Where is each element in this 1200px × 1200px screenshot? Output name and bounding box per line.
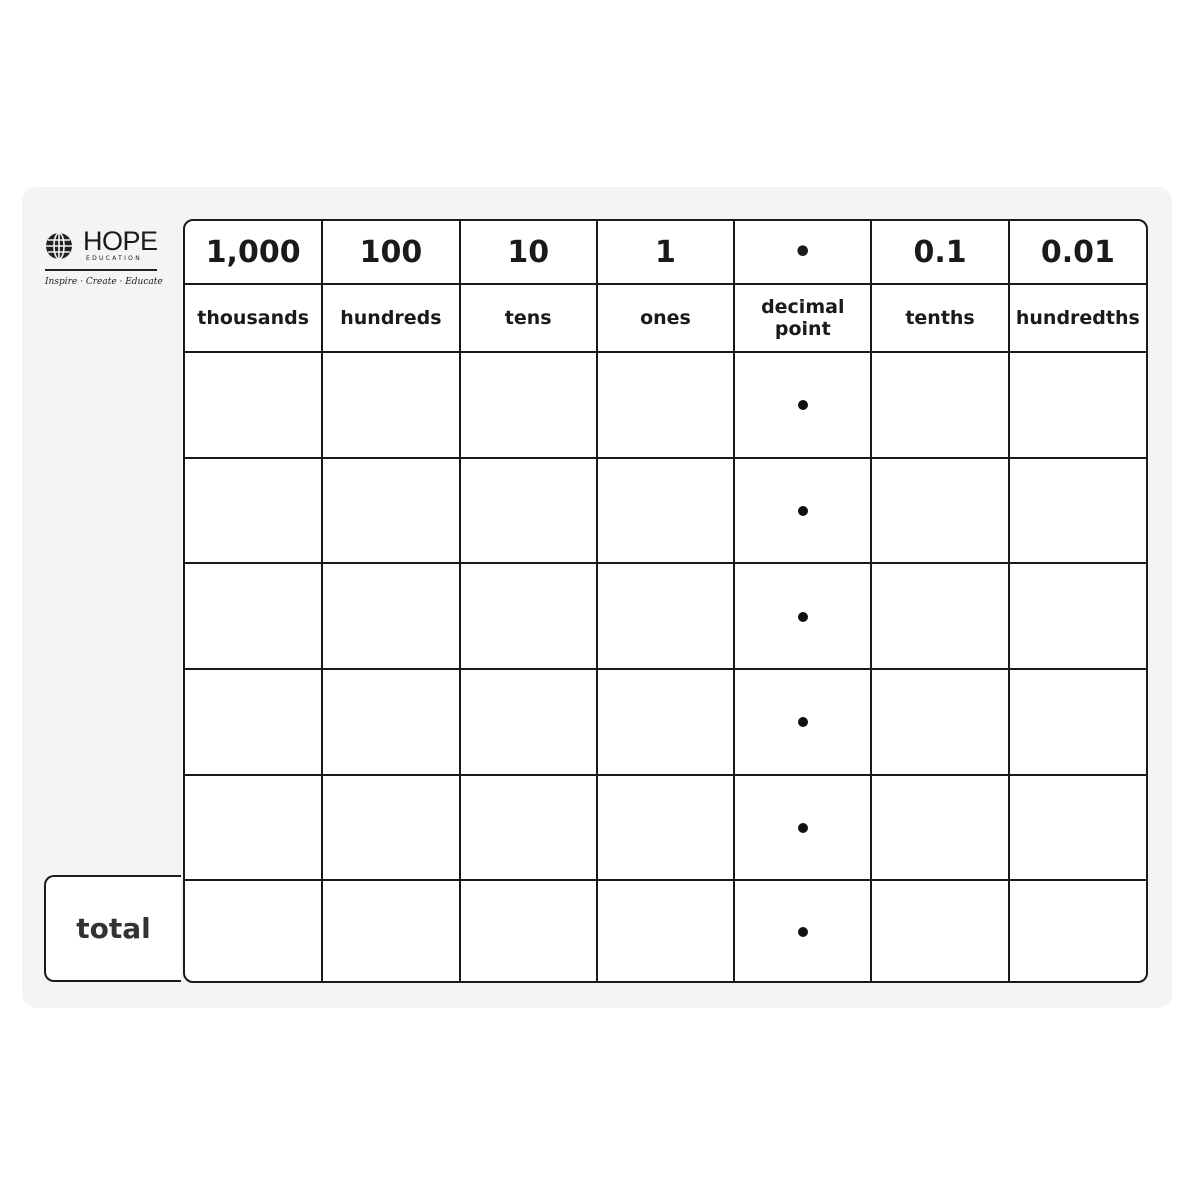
cell-hundredths[interactable]	[1007, 562, 1146, 671]
cell-tens[interactable]	[458, 668, 598, 776]
logo-tagline: Inspire · Create · Educate	[45, 277, 163, 287]
logo-sub: EDUCATION	[86, 255, 142, 262]
globe-icon	[46, 232, 72, 260]
cell-tenths[interactable]	[870, 456, 1010, 565]
cell-hundreds[interactable]	[321, 879, 461, 981]
cell-tenths[interactable]	[870, 562, 1010, 671]
cell-thousands[interactable]	[185, 456, 324, 565]
cell-ones[interactable]	[595, 668, 736, 776]
header-value-hundredths: 0.01	[1007, 221, 1146, 285]
cell-tenths[interactable]	[870, 668, 1010, 776]
header-value-tens: 10	[458, 221, 598, 285]
header-name-hundreds: hundreds	[321, 283, 461, 353]
decimal-dot-icon	[797, 611, 808, 622]
cell-tenths[interactable]	[870, 351, 1010, 459]
header-value-thousands: 1,000	[185, 221, 324, 285]
cell-thousands[interactable]	[185, 879, 324, 981]
name-row: thousands hundreds tens ones decimal poi…	[185, 283, 1146, 353]
decimal-dot-icon	[797, 400, 808, 411]
entry-row	[185, 562, 1146, 671]
cell-ones[interactable]	[595, 773, 736, 882]
cell-thousands[interactable]	[185, 668, 324, 776]
header-name-decimal-point: decimal point	[733, 283, 873, 353]
header-name-hundredths: hundredths	[1007, 283, 1146, 353]
cell-decimal-point[interactable]	[733, 879, 873, 981]
header-name-tenths: tenths	[870, 283, 1010, 353]
total-row	[185, 879, 1146, 981]
cell-hundreds[interactable]	[321, 351, 461, 459]
header-value-hundreds: 100	[321, 221, 461, 285]
cell-hundreds[interactable]	[321, 456, 461, 565]
value-row: 1,000 100 10 1 • 0.1 0.01	[185, 221, 1146, 285]
header-value-tenths: 0.1	[870, 221, 1010, 285]
cell-tens[interactable]	[458, 456, 598, 565]
cell-ones[interactable]	[595, 456, 736, 565]
header-name-tens: tens	[458, 283, 598, 353]
header-name-ones: ones	[595, 283, 736, 353]
cell-ones[interactable]	[595, 562, 736, 671]
decimal-dot-icon	[797, 506, 808, 516]
header-value-ones: 1	[595, 221, 736, 285]
entry-row	[185, 351, 1146, 459]
cell-tens[interactable]	[458, 773, 598, 882]
cell-thousands[interactable]	[185, 773, 324, 882]
header-value-decimal-point: •	[733, 221, 873, 285]
entry-row	[185, 773, 1146, 882]
cell-hundredths[interactable]	[1007, 773, 1146, 882]
cell-decimal-point[interactable]	[733, 668, 873, 776]
cell-ones[interactable]	[595, 879, 736, 981]
entry-row	[185, 668, 1146, 776]
cell-hundredths[interactable]	[1007, 456, 1146, 565]
cell-thousands[interactable]	[185, 351, 324, 459]
logo-brand: HOPE	[83, 226, 158, 256]
total-label: total	[44, 875, 181, 982]
logo-divider	[45, 269, 157, 271]
cell-thousands[interactable]	[185, 562, 324, 671]
header-name-thousands: thousands	[185, 283, 324, 353]
decimal-dot-icon	[797, 823, 808, 834]
place-value-grid: 1,000 100 10 1 • 0.1 0.01 thousands hund…	[183, 219, 1148, 983]
cell-decimal-point[interactable]	[733, 456, 873, 565]
cell-ones[interactable]	[595, 351, 736, 459]
decimal-dot-icon	[797, 926, 808, 937]
cell-tens[interactable]	[458, 562, 598, 671]
decimal-dot-icon	[797, 717, 808, 728]
entry-row	[185, 456, 1146, 565]
cell-decimal-point[interactable]	[733, 773, 873, 882]
cell-hundreds[interactable]	[321, 562, 461, 671]
cell-hundreds[interactable]	[321, 668, 461, 776]
cell-tenths[interactable]	[870, 773, 1010, 882]
cell-hundredths[interactable]	[1007, 879, 1146, 981]
cell-hundredths[interactable]	[1007, 668, 1146, 776]
cell-hundredths[interactable]	[1007, 351, 1146, 459]
cell-decimal-point[interactable]	[733, 562, 873, 671]
cell-tens[interactable]	[458, 351, 598, 459]
cell-tens[interactable]	[458, 879, 598, 981]
cell-hundreds[interactable]	[321, 773, 461, 882]
cell-tenths[interactable]	[870, 879, 1010, 981]
cell-decimal-point[interactable]	[733, 351, 873, 459]
